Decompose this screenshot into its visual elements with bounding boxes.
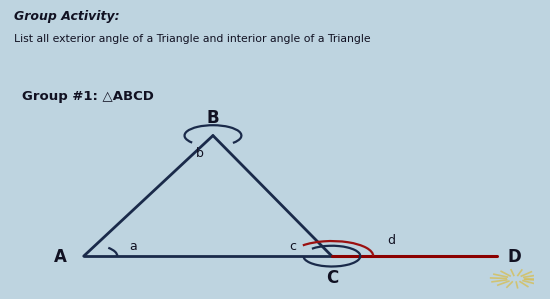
Text: A: A [54, 248, 67, 266]
Text: B: B [207, 109, 219, 127]
Text: a: a [129, 240, 137, 253]
Text: c: c [290, 240, 296, 253]
Text: Group #1: △ABCD: Group #1: △ABCD [22, 90, 154, 103]
Text: b: b [196, 147, 204, 160]
Text: D: D [508, 248, 521, 266]
Text: d: d [387, 234, 395, 247]
Text: Group Activity:: Group Activity: [14, 10, 119, 23]
Text: List all exterior angle of a Triangle and interior angle of a Triangle: List all exterior angle of a Triangle an… [14, 34, 370, 44]
Text: C: C [326, 269, 338, 287]
